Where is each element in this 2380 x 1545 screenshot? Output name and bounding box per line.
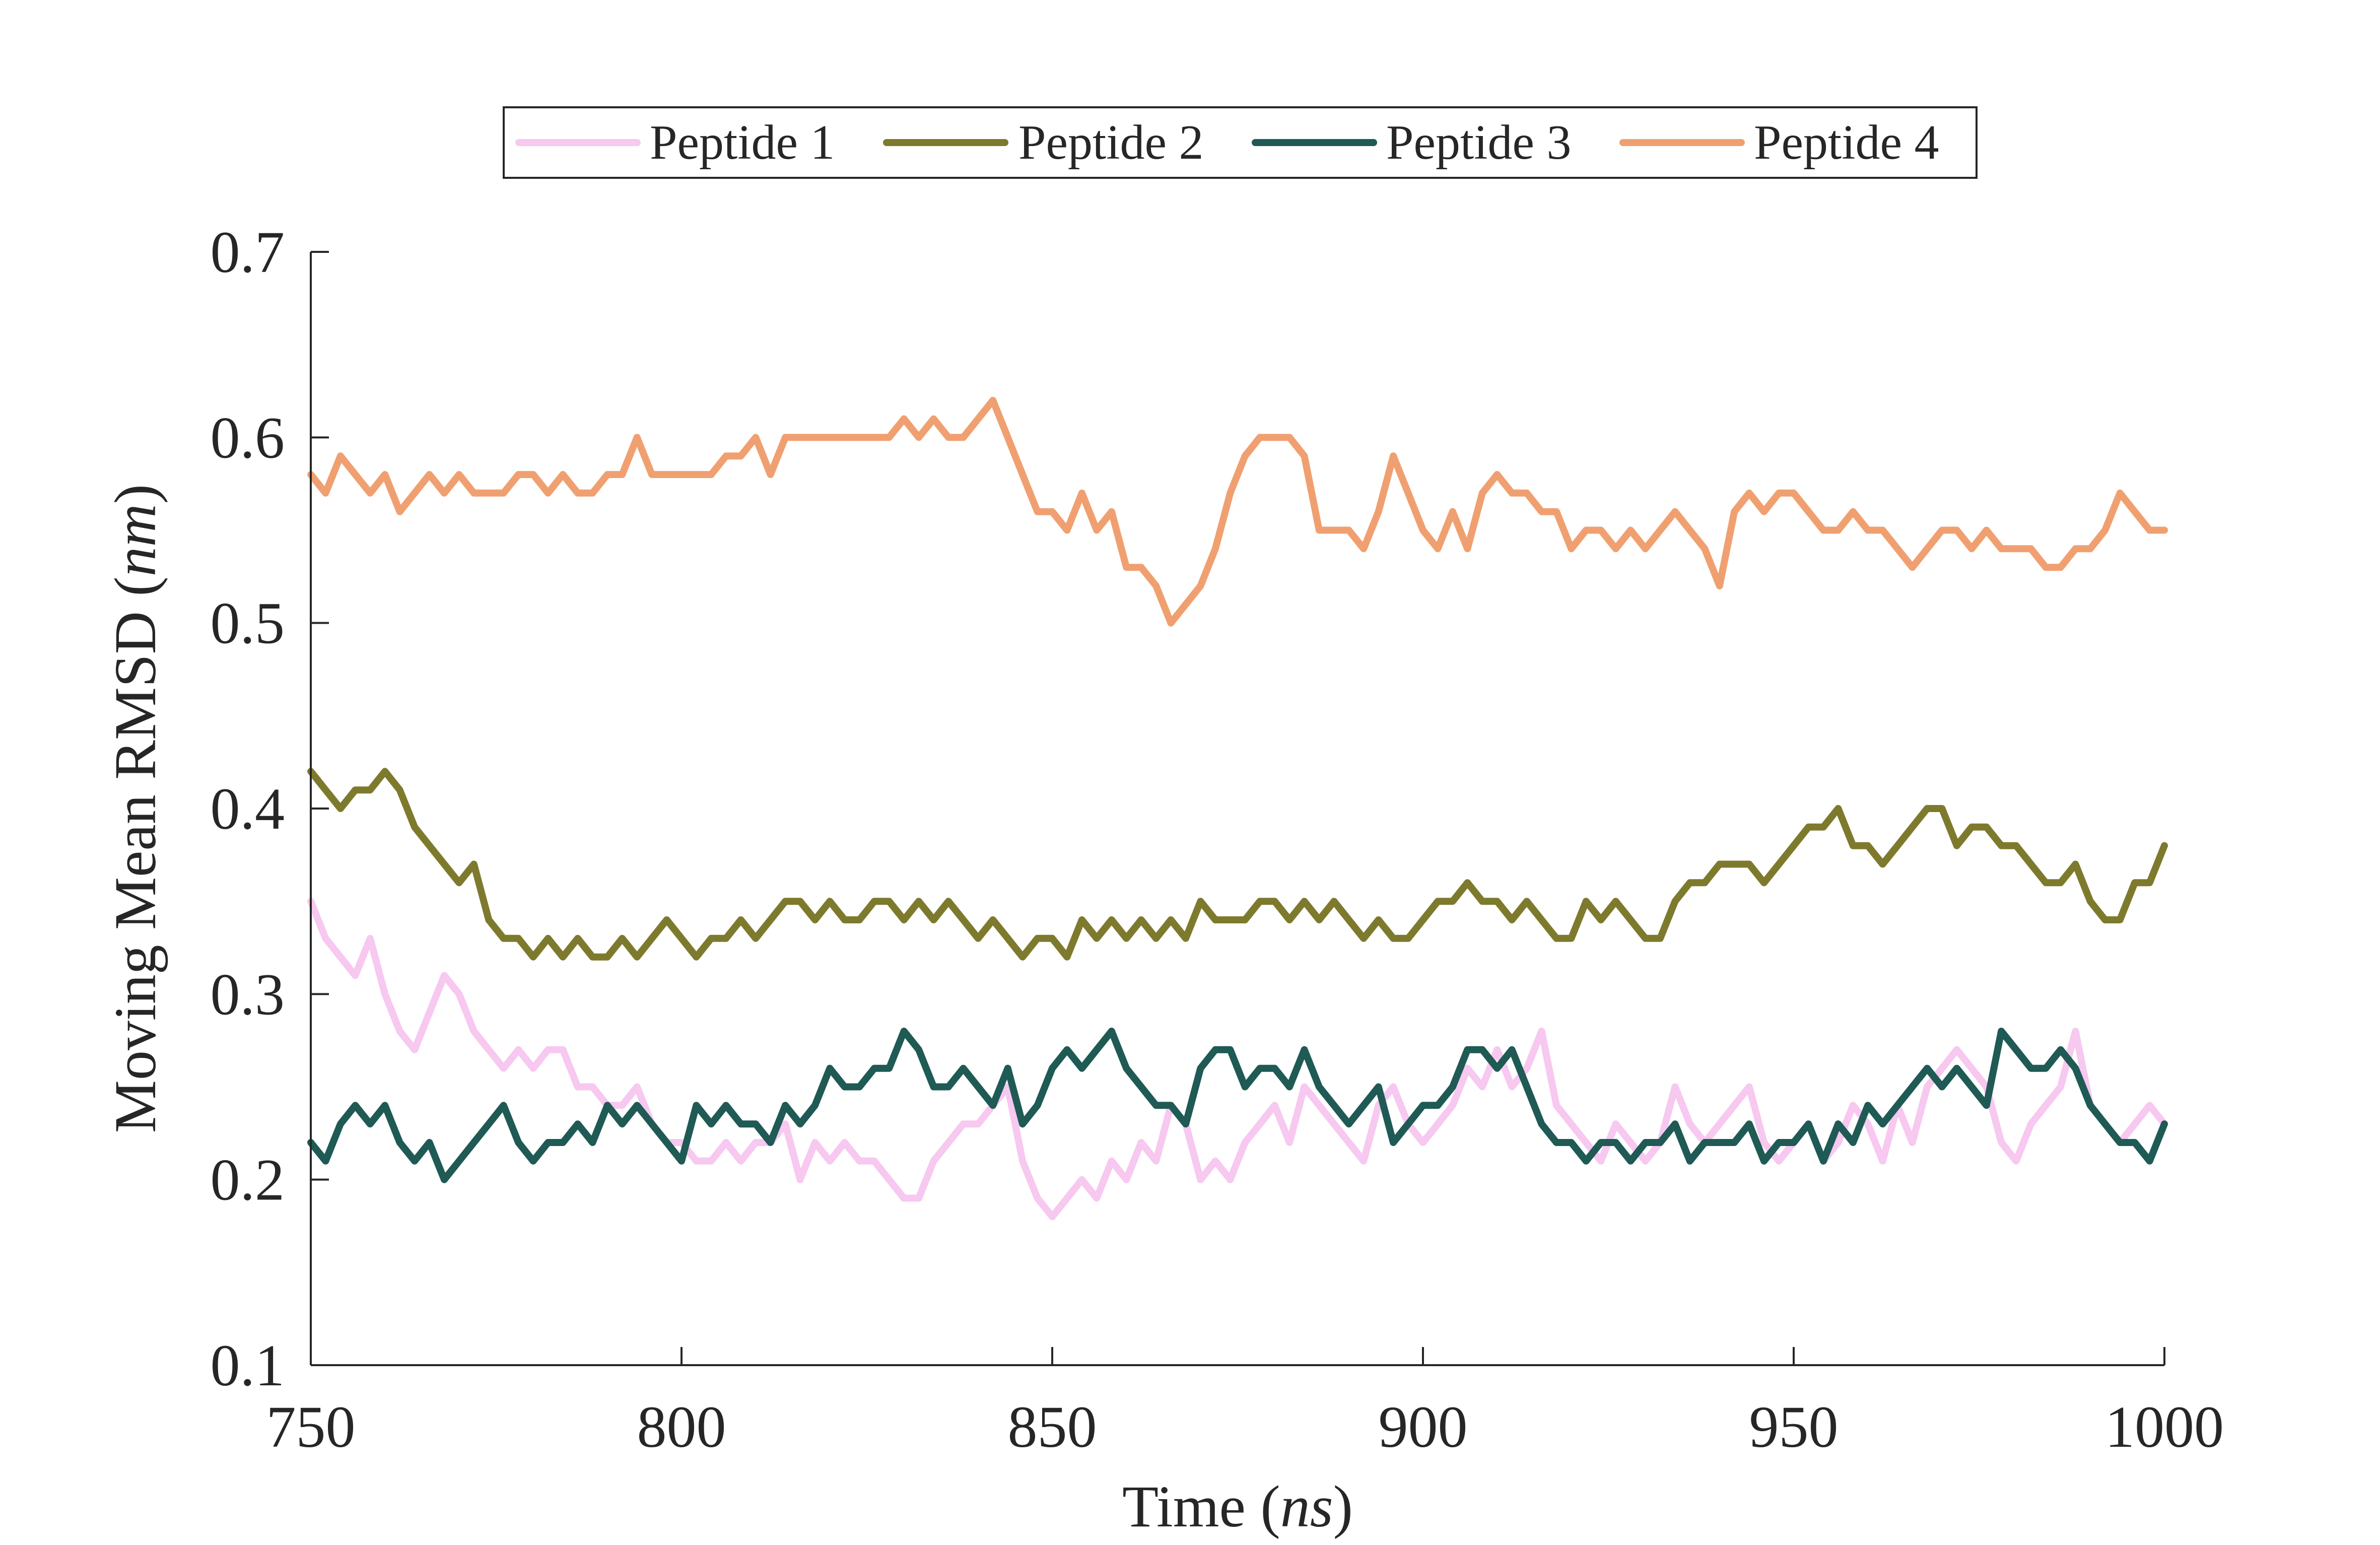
- legend-label-1: Peptide 1: [650, 115, 835, 170]
- x-tick-label-750: 750: [266, 1394, 356, 1460]
- legend: Peptide 1 Peptide 2 Peptide 3 Peptide 4: [503, 106, 1978, 179]
- y-tick-label-0.6: 0.6: [211, 405, 285, 471]
- x-ticks: 750 800 850 900 950 1000: [266, 1347, 2224, 1460]
- x-tick-label-800: 800: [637, 1394, 726, 1460]
- legend-label-4: Peptide 4: [1754, 115, 1939, 170]
- y-axis-label-text: Moving Mean RMSD: [102, 611, 168, 1133]
- x-axis-label-text: Time: [1122, 1473, 1246, 1539]
- legend-entry-3: Peptide 3: [1252, 115, 1571, 170]
- legend-entry-2: Peptide 2: [883, 115, 1203, 170]
- y-tick-label-0.7: 0.7: [211, 219, 285, 285]
- y-tick-label-0.1: 0.1: [211, 1332, 285, 1398]
- x-axis-unit: ns: [1280, 1473, 1333, 1539]
- legend-label-2: Peptide 2: [1018, 115, 1203, 170]
- x-axis-label: Time (ns): [1122, 1473, 1353, 1539]
- y-ticks: 0.1 0.2 0.3 0.4 0.5 0.6 0.7: [211, 219, 329, 1398]
- legend-entry-4: Peptide 4: [1619, 115, 1939, 170]
- x-tick-label-950: 950: [1749, 1394, 1839, 1460]
- x-tick-label-850: 850: [1008, 1394, 1097, 1460]
- y-axis-unit: nm: [102, 504, 168, 576]
- series-line-peptide-2: [307, 768, 2168, 961]
- x-tick-label-1000: 1000: [2105, 1394, 2224, 1460]
- legend-label-3: Peptide 3: [1386, 115, 1571, 170]
- y-tick-label-0.2: 0.2: [211, 1147, 285, 1213]
- y-tick-label-0.4: 0.4: [211, 776, 285, 842]
- series-line-peptide-4: [307, 396, 2168, 627]
- plot-series: [307, 396, 2168, 1221]
- x-tick-label-900: 900: [1379, 1394, 1468, 1460]
- y-tick-label-0.5: 0.5: [211, 590, 285, 656]
- legend-entry-1: Peptide 1: [515, 115, 835, 170]
- y-axis-label: Moving Mean RMSD (nm): [102, 484, 168, 1133]
- series-line-peptide-3: [307, 1028, 2168, 1183]
- y-tick-label-0.3: 0.3: [211, 961, 285, 1027]
- series-line-peptide-1: [307, 898, 2168, 1221]
